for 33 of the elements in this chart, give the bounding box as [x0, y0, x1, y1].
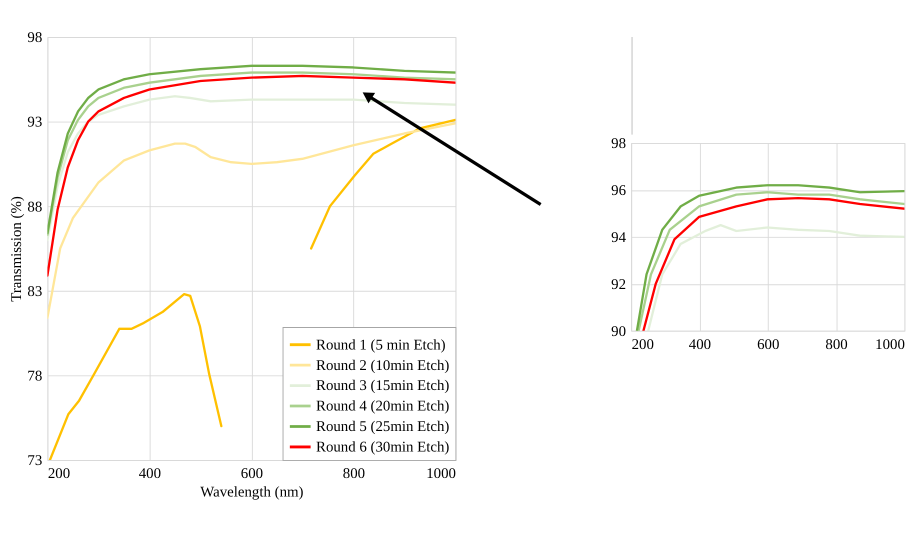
x-tick-label: 600 — [757, 336, 780, 353]
x-tick-label: 200 — [632, 336, 654, 353]
y-tick-label: 83 — [27, 284, 42, 300]
x-tick-label: 400 — [688, 336, 712, 353]
legend-label: Round 2 (10min Etch) — [316, 358, 450, 374]
y-tick-label: 90 — [611, 324, 626, 340]
x-tick-label: 800 — [342, 466, 366, 482]
line-series — [47, 74, 456, 277]
y-tick-label: 92 — [611, 276, 626, 293]
y-tick-label: 98 — [27, 30, 42, 46]
line-series — [47, 122, 456, 320]
y-tick-label: 93 — [27, 114, 42, 131]
y-tick-label: 73 — [27, 453, 42, 470]
legend-label: Round 5 (25min Etch) — [316, 419, 450, 436]
legend-label: Round 6 (30min Etch) — [316, 440, 450, 456]
legend-label: Round 3 (15min Etch) — [316, 378, 450, 394]
x-axis-title: Wavelength (nm) — [200, 484, 304, 501]
x-tick-label: 200 — [48, 466, 70, 482]
x-tick-label: 1000 — [875, 336, 905, 353]
line-series — [47, 95, 456, 242]
y-axis-title: Transmission (%) — [8, 196, 25, 302]
y-tick-label: 78 — [27, 368, 42, 384]
y-tick-label: 96 — [611, 183, 626, 200]
line-series — [647, 224, 904, 331]
legend-label: Round 1 (5 min Etch) — [316, 337, 446, 354]
x-tick-label: 600 — [240, 466, 264, 482]
legend-label: Round 4 (20min Etch) — [316, 398, 450, 415]
y-tick-label: 94 — [611, 230, 627, 246]
x-tick-label: 800 — [825, 336, 848, 353]
y-tick-label: 98 — [611, 136, 626, 152]
x-tick-label: 400 — [138, 466, 162, 482]
x-tick-label: 1000 — [426, 466, 456, 482]
y-tick-label: 88 — [27, 199, 42, 216]
